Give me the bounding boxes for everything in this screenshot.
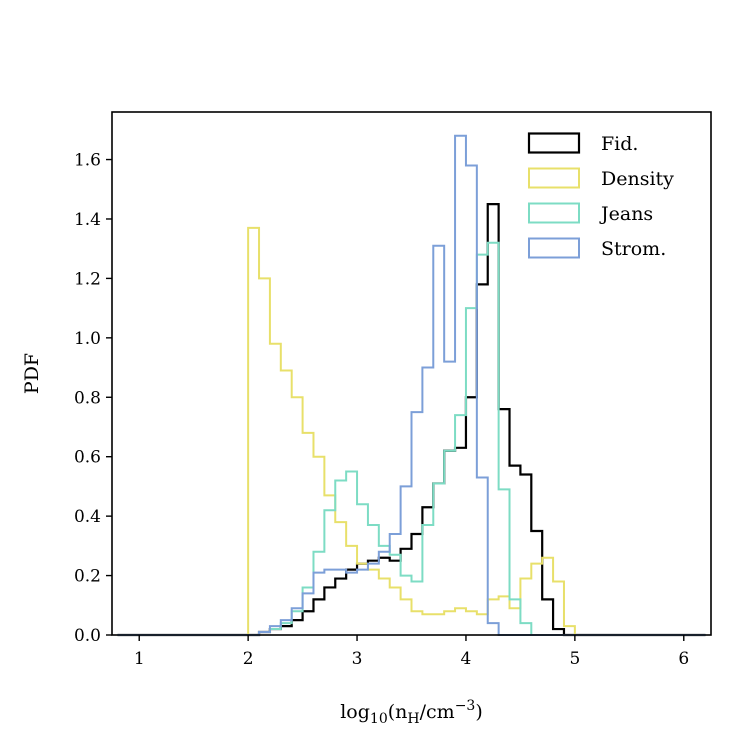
legend-label-density: Density: [601, 168, 674, 190]
y-tick-label: 0.6: [74, 448, 101, 468]
legend-label-fid: Fid.: [601, 133, 638, 155]
series-line-density: [117, 226, 706, 636]
legend-swatch-density: [528, 167, 580, 189]
y-axis-label: PDF: [21, 353, 43, 394]
x-axis-label: log10(nH/cm−3): [340, 698, 483, 727]
y-tick-label: 0.4: [74, 507, 101, 527]
x-tick-label: 2: [243, 649, 254, 669]
legend: Fid. Density Jeans Strom.: [527, 132, 674, 260]
y-tick-label: 0.8: [74, 388, 101, 408]
x-tick-label: 5: [569, 649, 580, 669]
y-tick-label: 1.2: [74, 269, 101, 289]
plot-frame: [111, 111, 712, 636]
y-tick-label: 1.6: [74, 151, 101, 171]
legend-swatch-strom: [528, 237, 580, 259]
legend-label-jeans: Jeans: [599, 203, 653, 225]
x-axis-ticks: 1 2 3 4 5 6: [134, 635, 689, 669]
y-tick-label: 1.4: [74, 210, 101, 230]
y-axis-ticks: 0.0 0.2 0.4 0.6 0.8 1.0 1.2 1.4 1.6: [74, 151, 112, 646]
x-tick-label: 3: [352, 649, 363, 669]
legend-swatch-jeans: [528, 202, 580, 224]
y-tick-label: 0.0: [74, 626, 101, 646]
x-tick-label: 4: [461, 649, 472, 669]
x-tick-label: 1: [134, 649, 145, 669]
legend-label-strom: Strom.: [601, 238, 666, 260]
legend-swatch-fid: [527, 132, 581, 154]
y-tick-label: 0.2: [74, 567, 101, 587]
y-tick-label: 1.0: [74, 329, 101, 349]
x-tick-label: 6: [678, 649, 689, 669]
